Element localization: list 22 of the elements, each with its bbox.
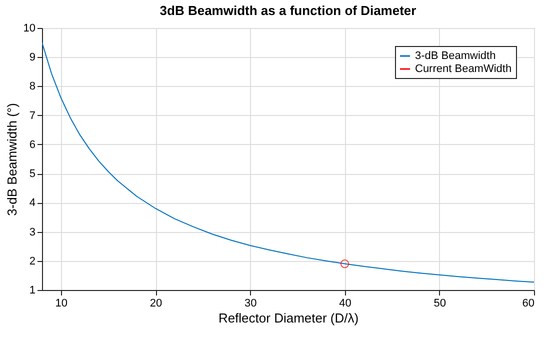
legend-label: Current BeamWidth	[415, 63, 512, 75]
x-tick-label: 30	[244, 298, 257, 310]
y-tick-label: 6	[29, 138, 36, 151]
y-tick-label: 7	[29, 110, 36, 122]
x-tick-label: 20	[150, 298, 162, 310]
y-tick-label: 1	[29, 284, 36, 296]
x-tick-label: 10	[55, 298, 68, 310]
y-tick-label: 4	[29, 197, 36, 210]
y-tick-label: 10	[23, 22, 36, 34]
y-axis-title: 3-dB Beamwidth (°)	[4, 103, 20, 216]
x-axis-title: Reflector Diameter (D/λ)	[218, 310, 359, 326]
y-tick-label: 3	[29, 226, 36, 238]
y-tick-label: 5	[29, 168, 36, 180]
chart-title: 3dB Beamwidth as a function of Diameter	[160, 3, 416, 18]
x-tick-label: 60	[522, 298, 534, 310]
x-tick-label: 50	[434, 298, 446, 310]
y-tick-label: 8	[29, 80, 36, 93]
y-tick-label: 9	[29, 52, 36, 64]
line-series	[42, 42, 534, 283]
x-tick-label: 40	[339, 298, 352, 310]
legend-label: 3-dB Beamwidth	[415, 50, 496, 62]
y-tick-label: 2	[29, 255, 36, 268]
